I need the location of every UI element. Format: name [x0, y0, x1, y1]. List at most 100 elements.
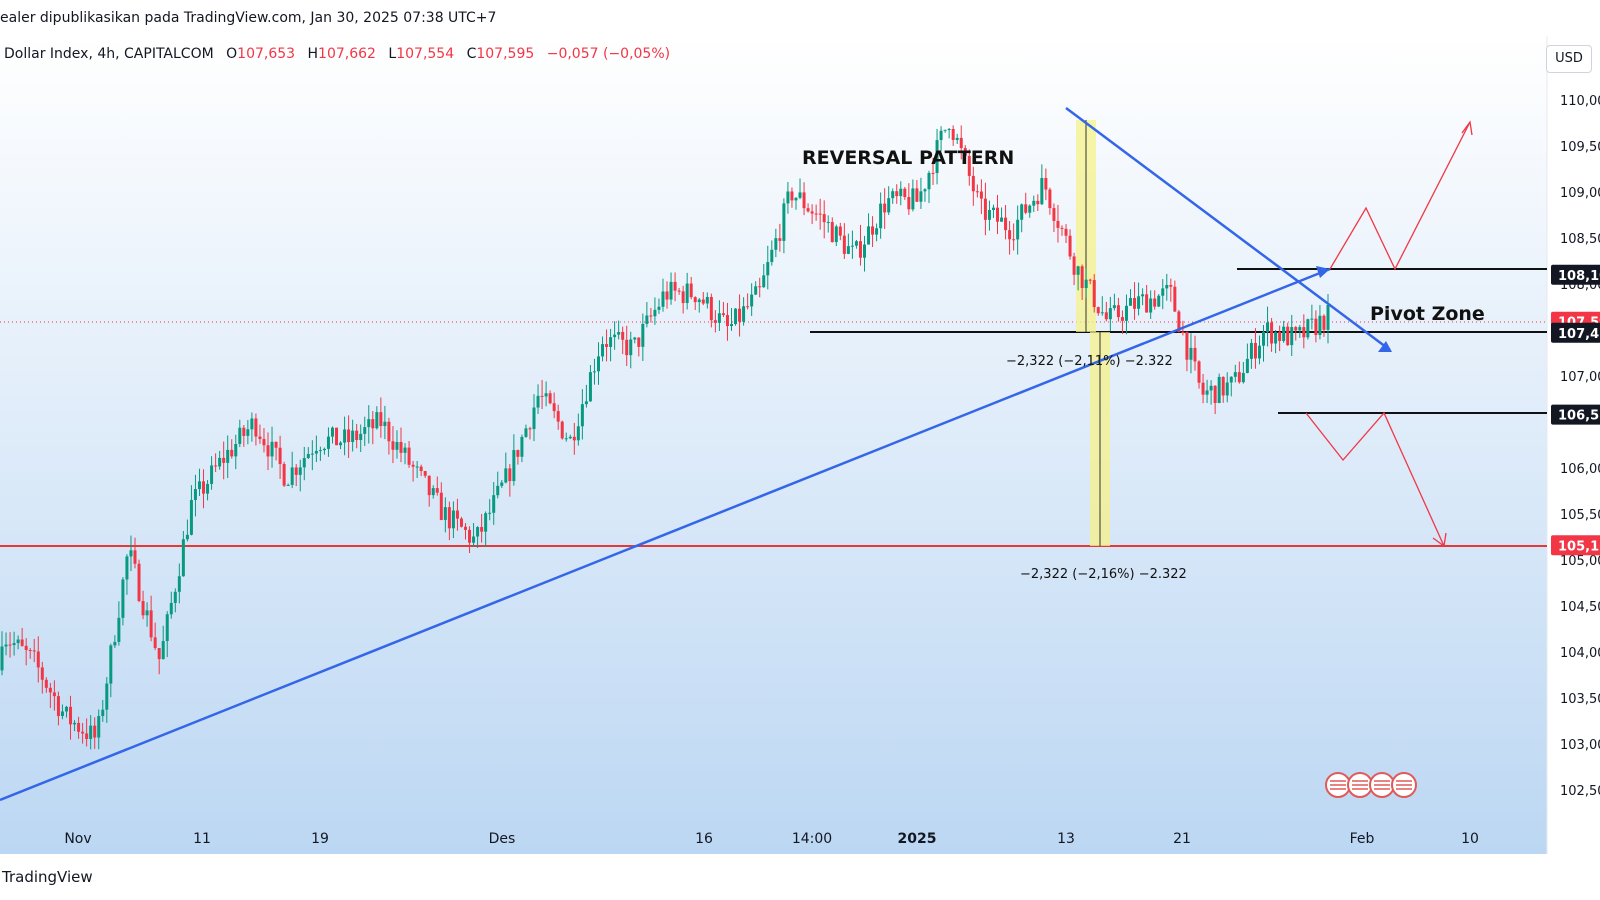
candle: [1290, 314, 1294, 357]
footer: TradingView: [0, 854, 1600, 900]
candle: [742, 297, 746, 326]
candle-body: [64, 706, 68, 712]
candle-body: [504, 468, 508, 483]
candle-body: [572, 436, 576, 441]
candle: [863, 235, 867, 272]
candle-body: [1060, 227, 1064, 229]
symbol-name[interactable]: Dollar Index, 4h, CAPITALCOM: [4, 46, 214, 62]
candle-body: [1209, 385, 1213, 391]
candle: [202, 469, 206, 509]
bullish-scenario-path[interactable]: [1329, 121, 1471, 271]
candle: [713, 310, 717, 333]
candle: [814, 204, 818, 221]
price-badge-text: 108,10: [1558, 269, 1600, 284]
price-tick: 107,00: [1560, 370, 1600, 385]
candle-body: [44, 679, 48, 688]
candle: [375, 406, 379, 430]
candle: [298, 459, 302, 492]
candle: [613, 321, 617, 350]
candle-body: [1169, 284, 1173, 287]
candle: [165, 611, 169, 658]
candle-body: [455, 510, 459, 519]
candle: [935, 128, 939, 185]
candle: [520, 434, 524, 463]
candle-body: [633, 337, 637, 340]
candle: [943, 129, 947, 133]
candle-body: [472, 536, 476, 543]
candle: [1064, 224, 1068, 243]
low-label: L: [388, 46, 397, 62]
candle-body: [1310, 318, 1314, 320]
candle-body: [1080, 266, 1084, 288]
candle: [36, 636, 40, 683]
candle: [721, 301, 725, 318]
candle: [12, 631, 16, 656]
candle-body: [1165, 284, 1169, 289]
price-badge-bg: [1551, 535, 1600, 556]
candle-body: [903, 188, 907, 198]
falling-trendline[interactable]: [1065, 106, 1391, 352]
candle-body: [105, 683, 109, 710]
candle-body: [310, 453, 314, 455]
candle-body: [1088, 279, 1092, 281]
candle-body: [919, 191, 923, 202]
candle: [351, 419, 355, 452]
candle: [854, 239, 858, 249]
rising-trendline[interactable]: [0, 267, 1331, 802]
candle-body: [758, 286, 762, 288]
candle: [1137, 282, 1141, 316]
candle: [661, 278, 665, 312]
candle: [1108, 296, 1112, 332]
reversal-pattern-label[interactable]: REVERSAL PATTERN: [802, 147, 1014, 169]
candle: [463, 523, 467, 540]
candle-body: [810, 211, 814, 214]
time-label: Nov: [64, 831, 91, 847]
candle: [105, 677, 109, 723]
candle-body: [463, 526, 467, 530]
candle: [290, 451, 294, 489]
price-tick: 106,00: [1560, 462, 1600, 477]
candle: [625, 325, 629, 367]
trend-lines: [0, 106, 1392, 802]
candle: [1322, 314, 1326, 337]
candle: [1112, 293, 1116, 311]
candle: [967, 149, 971, 186]
candle-body: [955, 137, 959, 140]
bearish-scenario-path[interactable]: [1305, 411, 1445, 547]
price-tick: 108,50: [1560, 232, 1600, 247]
candle: [758, 277, 762, 298]
chart-pane[interactable]: Dollar Index, 4h, CAPITALCOM O107,653 H1…: [0, 36, 1600, 854]
candle: [883, 188, 887, 229]
candle: [177, 563, 181, 604]
candle: [109, 643, 113, 698]
candle: [798, 178, 802, 200]
candle-body: [947, 128, 951, 130]
candle: [524, 424, 528, 438]
candle-body: [206, 483, 210, 494]
candle-body: [101, 709, 105, 717]
candle-body: [1149, 298, 1153, 313]
candle: [93, 717, 97, 749]
candle-body: [1302, 327, 1306, 338]
candle-body: [520, 436, 524, 457]
candle: [1189, 333, 1193, 374]
tradingview-logo-text[interactable]: TradingView: [2, 868, 93, 886]
price-axis-panel[interactable]: [1547, 36, 1600, 854]
candle: [971, 166, 975, 206]
candle: [258, 424, 262, 444]
pivot-zone-label[interactable]: Pivot Zone: [1370, 303, 1485, 325]
candle-body: [1205, 390, 1209, 395]
candle-body: [826, 222, 830, 224]
price-chart[interactable]: REVERSAL PATTERN Pivot Zone −2,322 (−2,1…: [0, 36, 1600, 854]
candle-body: [459, 518, 463, 527]
price-tick: 110,00: [1560, 94, 1600, 109]
candle: [1133, 282, 1137, 320]
candle: [516, 449, 520, 465]
candle: [556, 404, 560, 430]
currency-button[interactable]: USD: [1546, 45, 1592, 73]
candle-body: [282, 464, 286, 486]
candle-body: [649, 315, 653, 317]
candle: [1020, 203, 1024, 233]
candle-body: [709, 296, 713, 321]
symbol-legend: Dollar Index, 4h, CAPITALCOM O107,653 H1…: [4, 46, 670, 62]
